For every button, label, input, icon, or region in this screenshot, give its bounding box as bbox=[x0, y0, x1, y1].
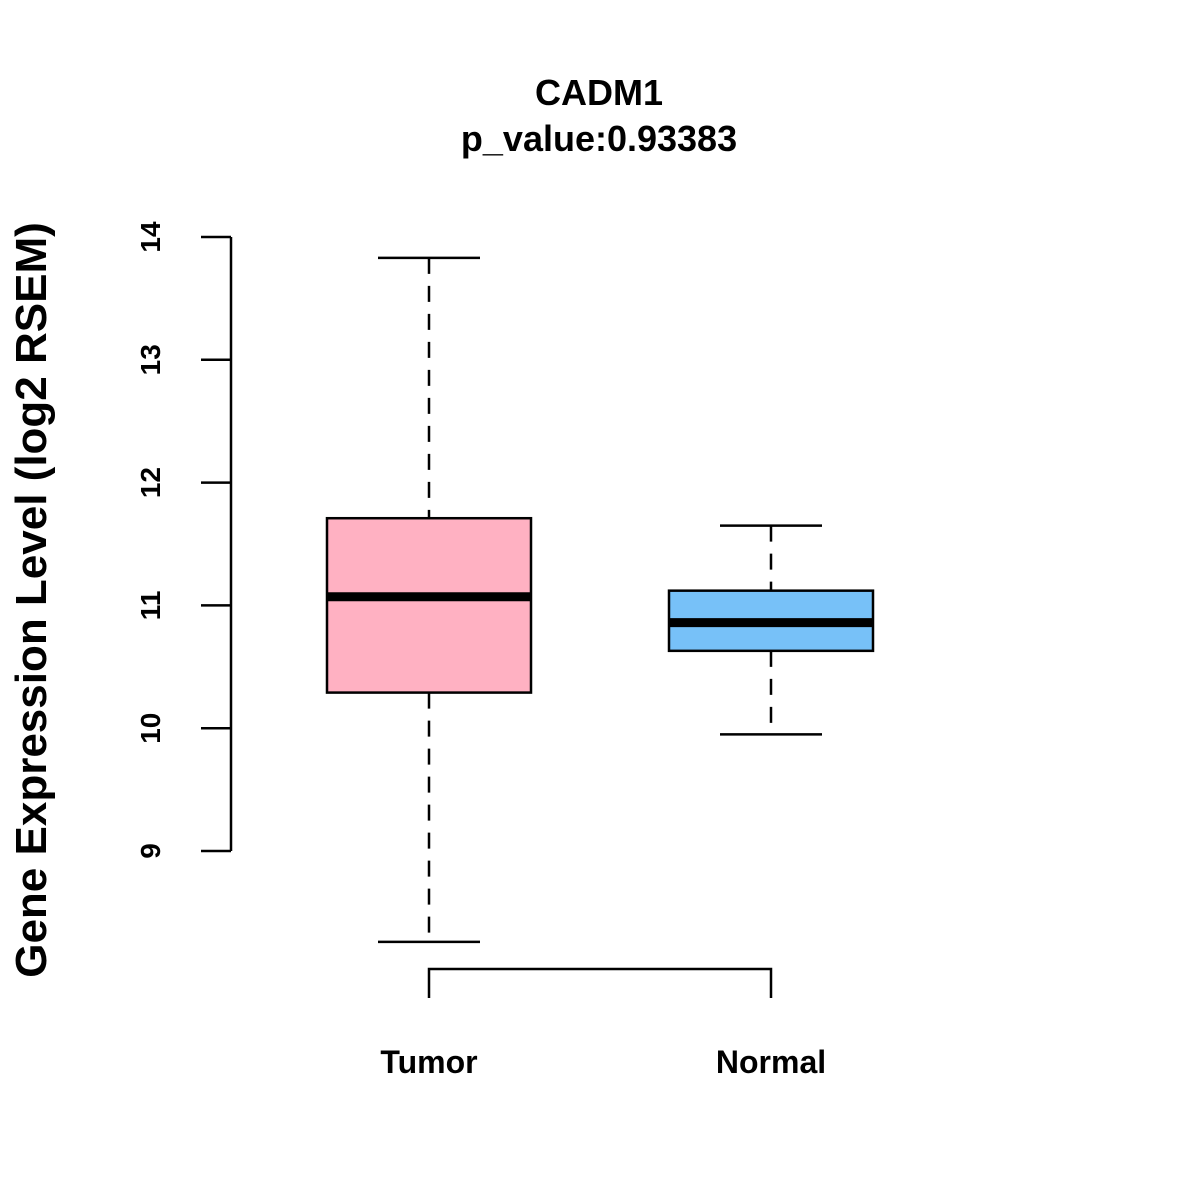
category-label-normal: Normal bbox=[716, 1044, 826, 1080]
y-tick-label-13: 13 bbox=[135, 344, 166, 375]
y-tick-label-11: 11 bbox=[135, 591, 166, 621]
y-axis-label: Gene Expression Level (log2 RSEM) bbox=[7, 222, 56, 978]
y-axis: 9 10 11 12 13 14 bbox=[135, 221, 233, 859]
y-tick-label-14: 14 bbox=[135, 221, 166, 253]
category-labels: Tumor Normal bbox=[380, 1044, 826, 1080]
comparison-bracket bbox=[427, 967, 773, 998]
boxes-group bbox=[325, 256, 875, 944]
y-tick-label-10: 10 bbox=[135, 713, 166, 744]
y-tick-label-12: 12 bbox=[135, 467, 166, 498]
chart-title: CADM1 bbox=[535, 72, 663, 113]
chart-subtitle: p_value:0.93383 bbox=[461, 118, 737, 159]
category-label-tumor: Tumor bbox=[380, 1044, 477, 1080]
bracket-line bbox=[427, 967, 773, 998]
y-tick-label-9: 9 bbox=[135, 843, 166, 859]
box-normal bbox=[667, 524, 875, 736]
tumor-iqr-box bbox=[325, 516, 533, 694]
box-tumor bbox=[325, 256, 533, 944]
